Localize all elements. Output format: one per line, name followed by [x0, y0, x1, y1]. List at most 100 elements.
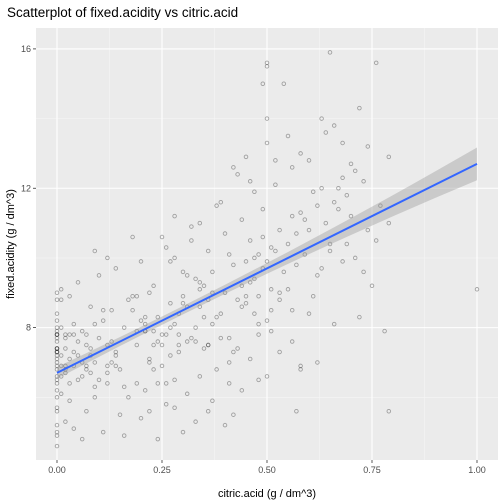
data-point [344, 192, 350, 198]
data-point [75, 339, 81, 344]
data-point [163, 332, 169, 337]
data-point [319, 186, 324, 191]
data-point [256, 332, 261, 337]
data-point [210, 398, 215, 404]
data-point [235, 297, 240, 302]
data-point [54, 311, 60, 316]
data-point [319, 116, 324, 121]
data-point [54, 290, 60, 296]
data-point [142, 388, 148, 393]
data-point [54, 349, 60, 355]
data-point [155, 314, 161, 320]
data-point [54, 335, 60, 341]
data-point [75, 353, 81, 358]
data-point [306, 311, 312, 316]
data-point [340, 175, 345, 181]
data-point [197, 287, 203, 292]
data-point [231, 165, 236, 170]
y-tick-label: 16 [21, 44, 31, 54]
data-point [281, 269, 287, 275]
data-point [92, 360, 98, 365]
data-point [168, 300, 173, 306]
data-point [294, 231, 299, 236]
data-point [327, 248, 333, 254]
data-point [264, 116, 270, 121]
data-point [159, 332, 165, 337]
data-point [126, 297, 131, 302]
data-point [54, 346, 60, 351]
data-point [260, 81, 266, 86]
data-point [373, 238, 379, 243]
data-point [54, 349, 60, 355]
data-point [105, 381, 110, 386]
data-point [193, 419, 198, 424]
data-point [365, 227, 371, 233]
y-axis-ticks: 8 12 16 [21, 44, 36, 333]
data-point [352, 168, 358, 174]
data-point [277, 290, 282, 296]
data-point [247, 238, 253, 243]
data-point [264, 318, 270, 323]
data-point [327, 241, 333, 247]
data-point [134, 294, 140, 299]
data-point [84, 342, 89, 348]
data-point [231, 262, 236, 268]
data-point [273, 248, 278, 254]
data-point [298, 151, 303, 156]
data-point [54, 297, 60, 302]
data-point [67, 398, 72, 404]
data-point [54, 339, 60, 344]
data-point [113, 266, 119, 271]
data-point [273, 182, 278, 188]
data-point [147, 290, 152, 296]
data-point [239, 217, 245, 222]
data-point [172, 255, 177, 261]
data-point [247, 280, 253, 285]
data-point [142, 314, 148, 320]
data-point [88, 370, 93, 376]
data-point [235, 172, 240, 177]
x-axis-ticks: 0.00 0.25 0.50 0.75 1.00 [48, 460, 486, 475]
data-point [357, 105, 362, 111]
data-point [54, 395, 60, 400]
data-point [105, 370, 110, 376]
data-point [92, 248, 98, 254]
data-point [147, 408, 152, 414]
data-point [130, 294, 135, 299]
data-point [285, 133, 291, 139]
x-axis-label: citric.acid (g / dm^3) [218, 488, 316, 500]
data-point [71, 426, 77, 431]
data-point [117, 367, 123, 372]
data-point [54, 325, 60, 330]
data-point [205, 342, 211, 348]
data-point [151, 283, 156, 289]
data-point [218, 335, 224, 341]
data-point [54, 381, 60, 386]
data-point [214, 314, 219, 320]
data-point [159, 342, 165, 348]
data-point [172, 377, 177, 383]
data-point [336, 186, 341, 191]
data-point [54, 408, 60, 414]
data-point [113, 363, 119, 369]
data-point [201, 283, 207, 289]
data-point [302, 252, 308, 257]
data-point [54, 377, 60, 383]
data-point [142, 321, 148, 327]
data-point [319, 266, 324, 271]
data-point [193, 339, 198, 344]
data-point [172, 405, 177, 410]
data-point [214, 367, 219, 372]
data-point [159, 363, 165, 369]
chart-title: Scatterplot of fixed.acidity vs citric.a… [7, 5, 238, 20]
data-point [247, 356, 253, 362]
data-point [231, 412, 236, 417]
data-point [54, 332, 60, 337]
data-point [54, 388, 60, 393]
data-point [130, 234, 135, 240]
data-point [172, 321, 177, 327]
data-point [340, 259, 345, 264]
data-point [247, 179, 253, 184]
data-point [289, 213, 295, 219]
data-point [306, 227, 312, 233]
